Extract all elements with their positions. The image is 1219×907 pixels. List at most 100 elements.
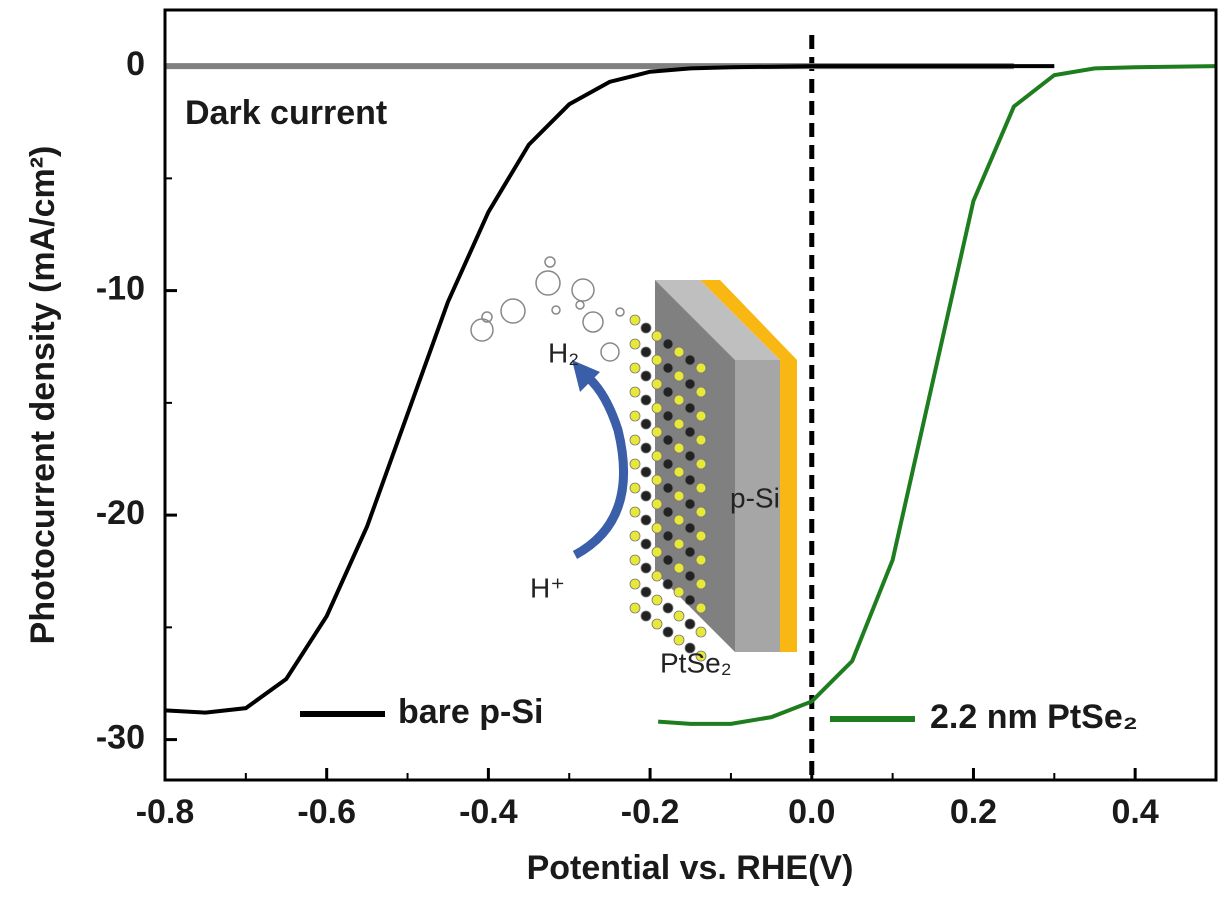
atom (673, 610, 685, 622)
atom (695, 650, 707, 662)
atom (629, 410, 641, 422)
atom (629, 602, 641, 614)
atom (662, 506, 674, 518)
y-tick-label: -30 (96, 719, 145, 757)
atom (651, 354, 663, 366)
atom (629, 362, 641, 374)
bubble (470, 318, 494, 342)
bubble (481, 311, 493, 323)
atom (651, 330, 663, 342)
atom (651, 594, 663, 606)
atom (651, 426, 663, 438)
bubble (535, 270, 561, 296)
atom (629, 434, 641, 446)
atom (629, 386, 641, 398)
atom (695, 578, 707, 590)
data-line (164, 64, 1055, 715)
atom (673, 442, 685, 454)
atom (662, 362, 674, 374)
atom (695, 482, 707, 494)
x-tick-label: -0.6 (297, 793, 356, 831)
atom (662, 530, 674, 542)
atom (629, 554, 641, 566)
atom (651, 522, 663, 534)
inset: H₂ H⁺ p-Si PtSe₂ (470, 256, 797, 678)
atom (695, 554, 707, 566)
atom (640, 466, 652, 478)
atom (640, 562, 652, 574)
inset-label: p-Si (730, 482, 780, 513)
atom (662, 458, 674, 470)
atom (640, 610, 652, 622)
atom (651, 474, 663, 486)
atom (673, 418, 685, 430)
atom (684, 354, 696, 366)
x-tick-label: -0.2 (621, 793, 680, 831)
atom (662, 338, 674, 350)
bubble (544, 256, 556, 268)
atom (640, 394, 652, 406)
slab-orange (700, 280, 797, 652)
atom (673, 586, 685, 598)
legend-label: bare p-Si (398, 693, 543, 731)
atom (651, 402, 663, 414)
y-tick-label: -20 (96, 494, 145, 532)
atom (684, 594, 696, 606)
atom (684, 498, 696, 510)
atom (695, 410, 707, 422)
atom (695, 626, 707, 638)
arrow-head (572, 360, 600, 392)
arrow (572, 371, 629, 559)
slab-top (655, 280, 780, 360)
atom (640, 586, 652, 598)
atom (673, 490, 685, 502)
atom (640, 346, 652, 358)
atom (673, 538, 685, 550)
inset-label: H₂ (548, 337, 579, 368)
atom (651, 618, 663, 630)
atom (695, 362, 707, 374)
x-tick-label: -0.8 (136, 793, 195, 831)
atom (640, 418, 652, 430)
atom (684, 522, 696, 534)
atom (673, 514, 685, 526)
atom (629, 314, 641, 326)
atom (651, 450, 663, 462)
inset-label: PtSe₂ (660, 647, 732, 678)
atom (695, 530, 707, 542)
plot-frame (163, 8, 1218, 782)
atom (629, 458, 641, 470)
atom (662, 602, 674, 614)
x-tick-label: -0.4 (459, 793, 518, 831)
atom (629, 338, 641, 350)
atom (684, 546, 696, 558)
atom (684, 618, 696, 630)
bubble (582, 311, 604, 333)
atom (651, 570, 663, 582)
atom (662, 410, 674, 422)
atom (640, 370, 652, 382)
y-tick-label: 0 (126, 45, 145, 83)
x-tick-label: 0.4 (1112, 793, 1159, 831)
atom (629, 578, 641, 590)
atom (695, 506, 707, 518)
atom (684, 474, 696, 486)
atom (662, 626, 674, 638)
atom (662, 554, 674, 566)
legend-label: Dark current (185, 94, 387, 132)
atom (673, 346, 685, 358)
atom (651, 546, 663, 558)
atom (651, 498, 663, 510)
atom (684, 450, 696, 462)
atom (662, 386, 674, 398)
atom (640, 514, 652, 526)
atom (673, 370, 685, 382)
atom (684, 402, 696, 414)
atom (684, 642, 696, 654)
bubble (571, 278, 595, 302)
atom (640, 490, 652, 502)
x-tick-label: 0.0 (788, 793, 835, 831)
atom (673, 562, 685, 574)
atom (662, 482, 674, 494)
